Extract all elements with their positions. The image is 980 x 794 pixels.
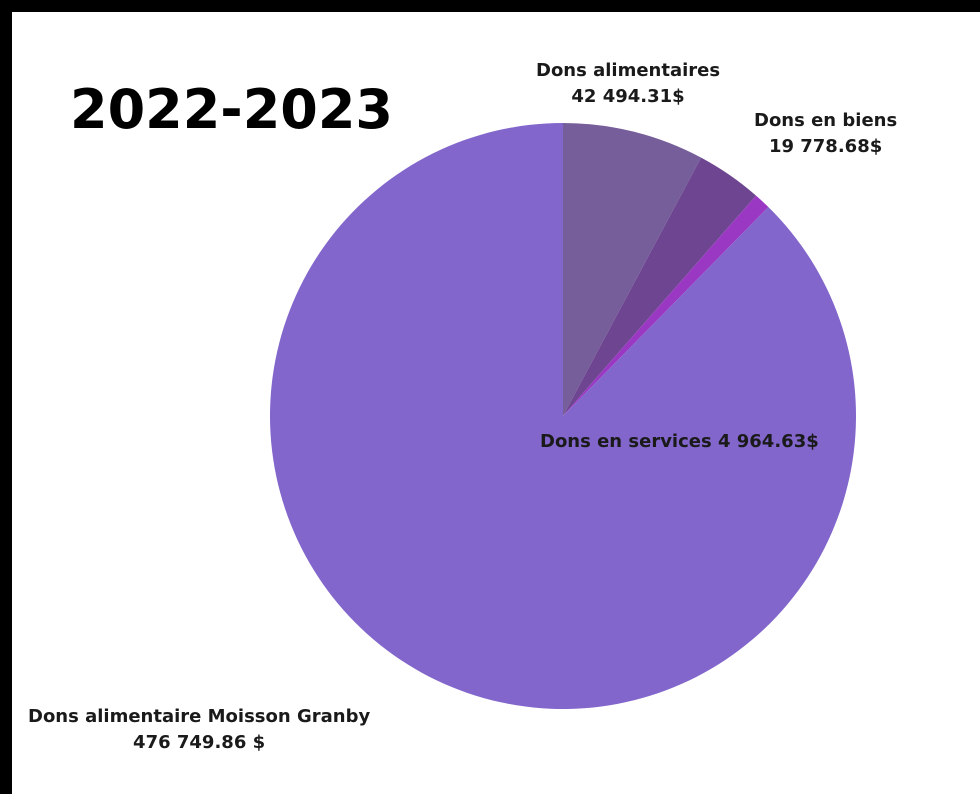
label-name: Dons alimentaires bbox=[536, 60, 721, 81]
label-name: Dons alimentaire Moisson Granby bbox=[28, 706, 371, 727]
label-value: 476 749.86 $ bbox=[133, 732, 266, 753]
pie-slice-dons-alimentaire-moisson-granby bbox=[269, 123, 857, 710]
label-dons-en-services: Dons en services 4 964.63$ bbox=[540, 429, 819, 455]
label-value: 42 494.31$ bbox=[571, 86, 685, 107]
label-name: Dons en services bbox=[540, 431, 712, 452]
label-value: 4 964.63$ bbox=[717, 431, 819, 452]
label-name: Dons en biens bbox=[754, 110, 898, 131]
label-value: 19 778.68$ bbox=[768, 136, 883, 157]
label-dons-alimentaires: Dons alimentaires 42 494.31$ bbox=[536, 58, 720, 110]
label-name-value: Dons en services 4 964.63$ bbox=[540, 429, 819, 455]
label-dons-en-biens: Dons en biens 19 778.68$ bbox=[754, 108, 897, 160]
label-dons-moisson-granby: Dons alimentaire Moisson Granby 476 749.… bbox=[28, 704, 370, 756]
chart-title: 2022-2023 bbox=[70, 78, 393, 141]
pie-slice-dons-en-biens bbox=[563, 157, 757, 417]
pie-slice-dons-alimentaires bbox=[563, 123, 702, 416]
pie-slice-dons-en-services bbox=[563, 195, 769, 416]
